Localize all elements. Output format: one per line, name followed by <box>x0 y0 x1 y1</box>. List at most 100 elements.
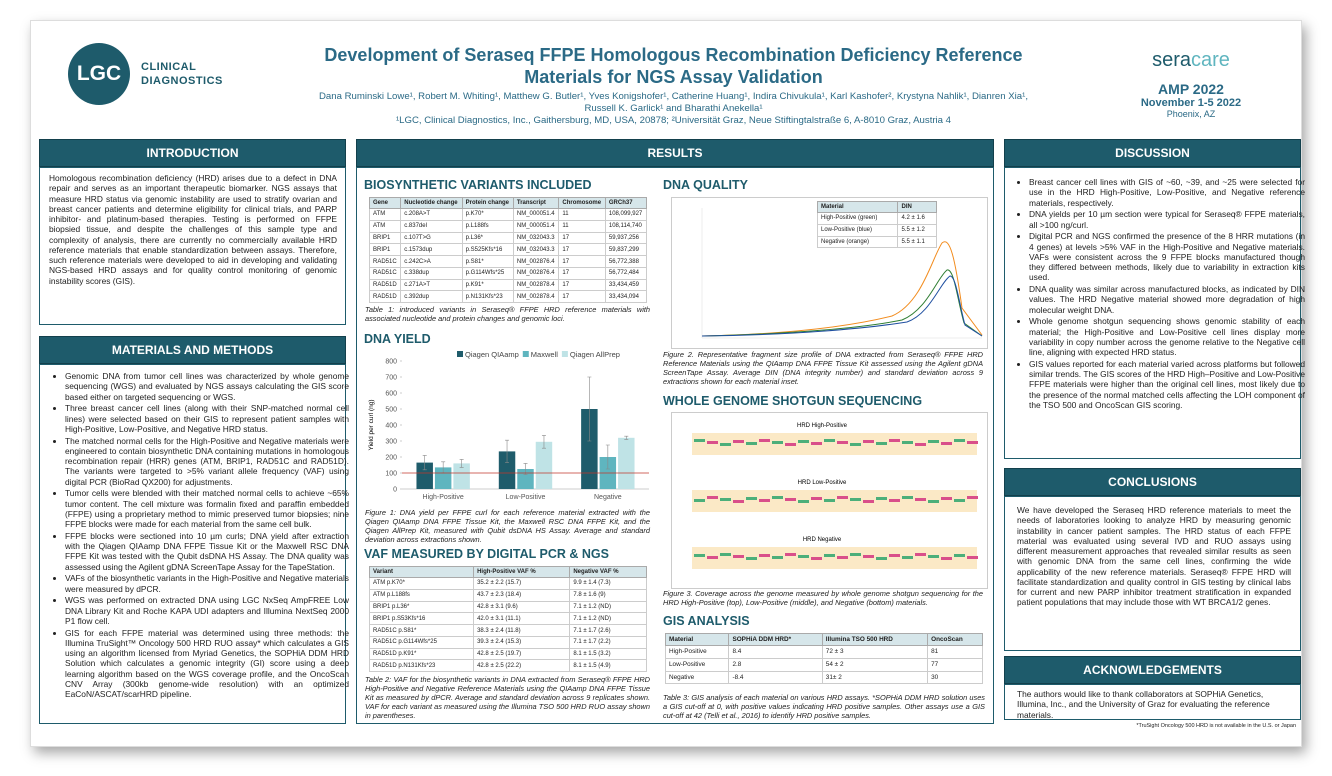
cell: 4.2 ± 1.6 <box>897 212 937 225</box>
subheading: DNA YIELD <box>364 332 431 346</box>
cell: RAD51D p.N131Kfs*23 <box>368 659 475 673</box>
cell: NM_032043.3 <box>512 243 560 257</box>
cell: 17 <box>558 266 606 280</box>
logo-text: CLINICAL DIAGNOSTICS <box>141 61 223 89</box>
cell: 5.5 ± 1.2 <box>897 223 937 237</box>
cell: 8.1 ± 1.5 (4.9) <box>569 659 647 673</box>
panel-segment <box>785 553 796 556</box>
cell: 35.2 ± 2.2 (15.7) <box>473 577 571 590</box>
cell: 17 <box>558 290 606 304</box>
header-cell: OncoScan <box>927 633 983 646</box>
panel-segment <box>746 497 757 500</box>
caption: Table 1: introduced variants in Seraseq®… <box>365 305 650 323</box>
panel-segment <box>941 497 952 500</box>
row: RAD51C c.338dup p.G114Wfs*25 NM_002876.4 17 5… <box>368 266 648 280</box>
bullet: WGS was performed on extracted DNA using… <box>65 595 349 626</box>
section-header: RESULTS <box>356 139 994 167</box>
row: ATM c.837del p.L188fs NM_000051.4 11 108,114,… <box>368 219 648 233</box>
panel-segment <box>876 497 887 500</box>
legend-swatch <box>561 351 568 357</box>
panel-segment <box>941 442 952 445</box>
row: RAD51D c.392dup p.N131Kfs*23 NM_002878.4 17 3… <box>368 290 648 304</box>
error-bar <box>624 435 629 440</box>
row: BRIP1 c.1573dup p.S525Kfs*16 NM_032043.3 17 5… <box>368 243 648 257</box>
event-block: AMP 2022 November 1-5 2022 Phoenix, AZ <box>1111 81 1271 119</box>
panel-segment <box>811 497 822 500</box>
bar <box>535 441 553 489</box>
panel-segment <box>707 441 718 444</box>
x-tick-label: High-Positive <box>423 494 464 501</box>
footnote: *TruSight Oncology 500 HRD is not availa… <box>1136 723 1296 729</box>
cell: BRIP1 p.L36* <box>368 600 475 614</box>
panel-band <box>692 433 977 455</box>
affiliations: ¹LGC, Clinical Diagnostics, Inc., Gaithe… <box>395 115 952 127</box>
row: RAD51D p.N131Kfs*23 42.8 ± 2.5 (22.2) 8.1 … <box>368 659 647 673</box>
panel-segment <box>863 555 874 558</box>
wgs-image: HRD High-Positive HRD Low-Positive HRD Neg… <box>671 412 988 589</box>
panel-segment <box>772 496 783 499</box>
header-cell: Transcript <box>512 197 560 209</box>
x-tick-label: Negative <box>594 494 622 501</box>
section-box <box>1004 496 1301 651</box>
section-header: CONCLUSIONS <box>1004 468 1301 496</box>
bullet: FFPE blocks were sectioned into 10 µm cu… <box>65 531 349 572</box>
panel-segment <box>889 439 900 442</box>
legend-label: Qiagen AllPrep <box>570 350 620 359</box>
dates: November 1-5 2022 <box>1140 97 1242 109</box>
cell: 56,772,388 <box>604 255 648 268</box>
title-block: Development of Seraseq FFPE Homologous R… <box>231 45 1116 127</box>
panel-segment <box>915 443 926 446</box>
bar <box>517 469 534 489</box>
header-cell: SOPHiA DDM HRD* <box>728 633 823 646</box>
panel-segment <box>824 554 835 557</box>
panel-segment <box>720 553 731 556</box>
panel-segment <box>824 439 835 442</box>
cell: ATM p.K70* <box>368 577 475 590</box>
subheading: GIS ANALYSIS <box>663 614 750 628</box>
section-box <box>39 167 346 325</box>
header-row: Gene Nucleotide change Protein change Trans… <box>368 197 648 209</box>
bar <box>453 463 470 489</box>
error-bar <box>422 455 427 471</box>
discussion-list: Breast cancer cell lines with GIS of ~60… <box>1017 177 1305 412</box>
header-cell: Nucleotide change <box>400 197 463 209</box>
cell: BRIP1 <box>368 243 402 257</box>
row: Negative -8.4 31± 2 30 <box>664 670 983 685</box>
legend-label: Qiagen QIAamp <box>465 350 519 359</box>
header-cell: Illumina TSO 500 HRD <box>821 633 929 646</box>
subheading: DNA QUALITY <box>663 178 748 192</box>
panel-segment <box>889 554 900 557</box>
header-cell: Gene <box>368 197 402 209</box>
header-row: Material DIN <box>816 201 937 213</box>
cell: c.242C>A <box>400 255 463 268</box>
methods-list: Genomic DNA from tumor cell lines was ch… <box>53 371 349 701</box>
section-header: DISCUSSION <box>1004 139 1301 167</box>
y-tick-label: 400 <box>385 423 397 430</box>
panel-label: HRD Low-Positive <box>798 480 847 486</box>
logo-line: DIAGNOSTICS <box>141 74 223 87</box>
header-row: Variant High-Positive VAF % Negative VAF % <box>368 566 647 578</box>
panel-segment <box>928 500 939 503</box>
panel-segment <box>733 500 744 503</box>
panel-segment <box>915 498 926 501</box>
row: High-Positive (green) 4.2 ± 1.6 <box>816 212 937 225</box>
cell: 17 <box>558 278 606 292</box>
cell: 7.1 ± 1.2 (ND) <box>569 612 647 626</box>
logo-line: CLINICAL <box>141 61 197 73</box>
bullet: DNA yields per 10 µm section were typica… <box>1029 209 1305 230</box>
cell: 59,837,299 <box>604 243 648 257</box>
bullet: GIS for each FFPE material was determine… <box>65 628 349 700</box>
row: ATM p.K70* 35.2 ± 2.2 (15.7) 9.9 ± 1.4 (7.… <box>368 577 647 590</box>
panel-segment <box>863 500 874 503</box>
bullet: Tumor cells were blended with their matc… <box>65 488 349 529</box>
row: RAD51C c.242C>A p.S81* NM_002876.4 17 56,772,… <box>368 255 648 268</box>
cell: RAD51D <box>368 290 402 304</box>
cell: ATM <box>368 219 402 233</box>
panel-segment <box>941 557 952 560</box>
panel-segment <box>824 499 835 502</box>
cell: c.392dup <box>400 290 463 304</box>
cell: 17 <box>558 231 606 245</box>
row: BRIP1 p.S53Kfs*16 42.0 ± 3.1 (11.1) 7.1 ± … <box>368 612 647 626</box>
row: RAD51C p.G114Wfs*25 39.3 ± 2.4 (15.3) 7.1 … <box>368 635 647 649</box>
section-box <box>356 167 994 724</box>
